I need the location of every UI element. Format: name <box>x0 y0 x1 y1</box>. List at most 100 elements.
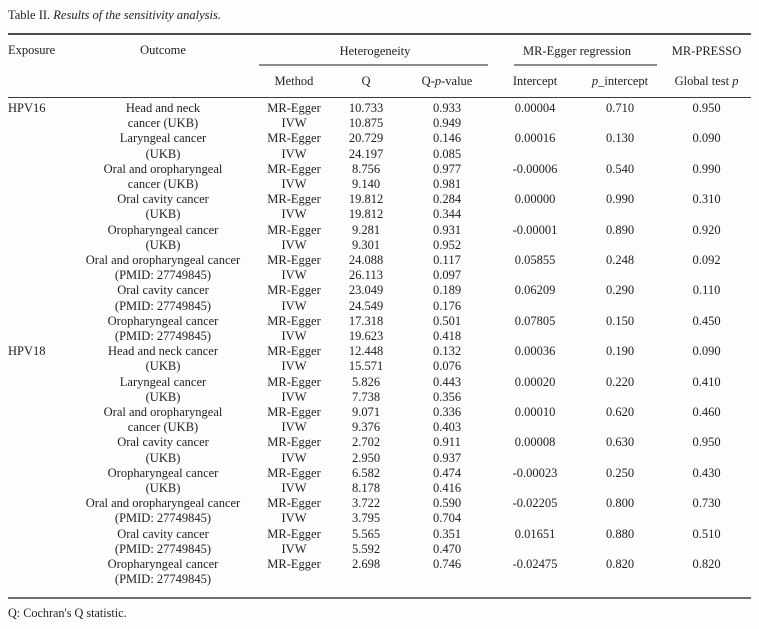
column-header-outcome: Outcome <box>68 34 258 98</box>
q-cell: 9.301 <box>351 237 381 252</box>
exposure-cell <box>8 131 68 146</box>
exposure-cell <box>8 238 68 253</box>
global-test-p-cell: 0.820 <box>692 557 721 572</box>
q-p-value-cell: 0.403 <box>432 420 462 435</box>
method-cell: MR-Egger <box>267 435 321 450</box>
column-header-method: Method <box>258 66 330 98</box>
global-test-p-cell: 0.450 <box>692 313 721 328</box>
outcome-cell: (PMID: 27749845) <box>114 541 212 556</box>
q-cell: 26.113 <box>349 268 383 283</box>
exposure-cell <box>8 466 68 481</box>
text-fragment: _intercept <box>598 74 649 88</box>
q-cell: 9.281 <box>351 222 381 237</box>
q-cell: 24.197 <box>348 146 384 161</box>
outcome-cell: (UKB) <box>145 146 181 161</box>
method-cell: MR-Egger <box>267 344 321 359</box>
text-fragment: -value <box>441 74 473 88</box>
p-intercept-cell <box>578 299 662 314</box>
table-row: Oral cavity cancer MR-Egger 23.049 0.189 0.0… <box>8 283 751 298</box>
q-p-value-cell: 0.132 <box>432 344 462 359</box>
method-cell: IVW <box>281 177 307 192</box>
method-cell: MR-Egger <box>267 526 321 541</box>
global-test-p-cell <box>662 572 751 587</box>
intercept-cell <box>492 572 578 587</box>
intercept-cell: -0.02205 <box>512 496 558 511</box>
intercept-cell <box>492 420 578 435</box>
exposure-cell <box>8 299 68 314</box>
outcome-cell: Oropharyngeal cancer <box>107 465 219 480</box>
table-footnote: Q: Cochran's Q statistic. <box>8 605 127 620</box>
exposure-cell <box>8 451 68 466</box>
column-header-p-intercept: p_intercept <box>578 66 663 98</box>
outcome-cell: Laryngeal cancer <box>119 374 207 389</box>
p-intercept-cell <box>578 542 662 557</box>
p-intercept-cell <box>578 147 662 162</box>
exposure-cell <box>8 542 68 557</box>
exposure-cell <box>8 177 68 192</box>
exposure-cell <box>8 572 68 587</box>
table-row: (UKB) IVW 8.178 0.416 <box>8 481 751 496</box>
exposure-cell <box>8 207 68 222</box>
exposure-cell: HPV16 <box>8 101 46 115</box>
method-cell: MR-Egger <box>267 405 321 420</box>
q-cell: 15.571 <box>348 359 384 374</box>
method-cell: IVW <box>281 237 307 252</box>
method-cell: IVW <box>281 481 307 496</box>
outcome-cell: (UKB) <box>145 237 181 252</box>
intercept-cell: 0.00016 <box>514 131 556 146</box>
table-row: (UKB) IVW 24.197 0.085 <box>8 147 751 162</box>
q-p-value-cell: 0.949 <box>432 116 462 131</box>
intercept-cell <box>492 481 578 496</box>
text-fragment: Q- <box>421 74 435 88</box>
q-p-value-cell: 0.470 <box>432 541 462 556</box>
outcome-cell: Head and neck <box>125 101 201 115</box>
outcome-cell: Oropharyngeal cancer <box>107 313 219 328</box>
global-test-p-cell: 0.092 <box>692 253 721 268</box>
exposure-cell <box>8 557 68 572</box>
outcome-cell: (UKB) <box>145 359 181 374</box>
method-cell: MR-Egger <box>267 161 321 176</box>
outcome-cell: Oral cavity cancer <box>117 435 209 450</box>
text-fragment: p <box>434 74 442 88</box>
column-group-mr-egger-regression: MR-Egger regression <box>492 34 662 66</box>
outcome-cell: Oral and oropharyngeal cancer <box>85 496 241 511</box>
table-row: cancer (UKB) IVW 9.376 0.403 <box>8 420 751 435</box>
exposure-cell <box>8 162 68 177</box>
intercept-cell <box>492 299 578 314</box>
p-intercept-cell: 0.290 <box>605 283 635 298</box>
outcome-cell: (PMID: 27749845) <box>114 298 212 313</box>
q-p-value-cell: 0.076 <box>432 359 462 374</box>
exposure-cell <box>8 405 68 420</box>
intercept-cell: 0.07805 <box>514 313 556 328</box>
q-cell: 7.738 <box>351 389 381 404</box>
intercept-cell <box>492 542 578 557</box>
exposure-cell <box>8 527 68 542</box>
method-cell: MR-Egger <box>267 557 321 572</box>
outcome-cell: Laryngeal cancer <box>119 131 207 146</box>
q-p-value-cell: 0.746 <box>432 557 462 572</box>
table-row: (PMID: 27749845) IVW 3.795 0.704 <box>8 511 751 526</box>
outcome-cell: Oropharyngeal cancer <box>107 222 219 237</box>
global-test-p-cell <box>662 207 751 222</box>
p-intercept-cell: 0.190 <box>605 344 635 359</box>
intercept-cell: 0.00000 <box>514 192 556 207</box>
method-cell: IVW <box>281 329 307 344</box>
q-p-value-cell: 0.443 <box>432 374 462 389</box>
q-p-value-cell: 0.176 <box>432 298 462 313</box>
table-title: Table II. Results of the sensitivity ana… <box>8 8 751 23</box>
method-cell: IVW <box>281 511 307 526</box>
q-p-value-cell: 0.977 <box>432 161 462 176</box>
q-cell: 6.582 <box>351 465 381 480</box>
q-cell: 24.549 <box>348 298 384 313</box>
global-test-p-cell: 0.730 <box>692 496 721 511</box>
column-header-exposure: Exposure <box>8 34 68 98</box>
q-cell: 24.088 <box>348 253 384 268</box>
p-intercept-cell <box>578 511 662 526</box>
q-cell: 2.702 <box>351 435 381 450</box>
global-test-p-cell: 0.920 <box>692 222 721 237</box>
q-p-value-cell: 0.704 <box>432 511 462 526</box>
intercept-cell <box>492 329 578 344</box>
q-p-value-cell: 0.911 <box>433 435 461 450</box>
table-header: Exposure Outcome Heterogeneity MR-Egger … <box>8 34 752 98</box>
outcome-cell: Oropharyngeal cancer <box>107 557 219 572</box>
